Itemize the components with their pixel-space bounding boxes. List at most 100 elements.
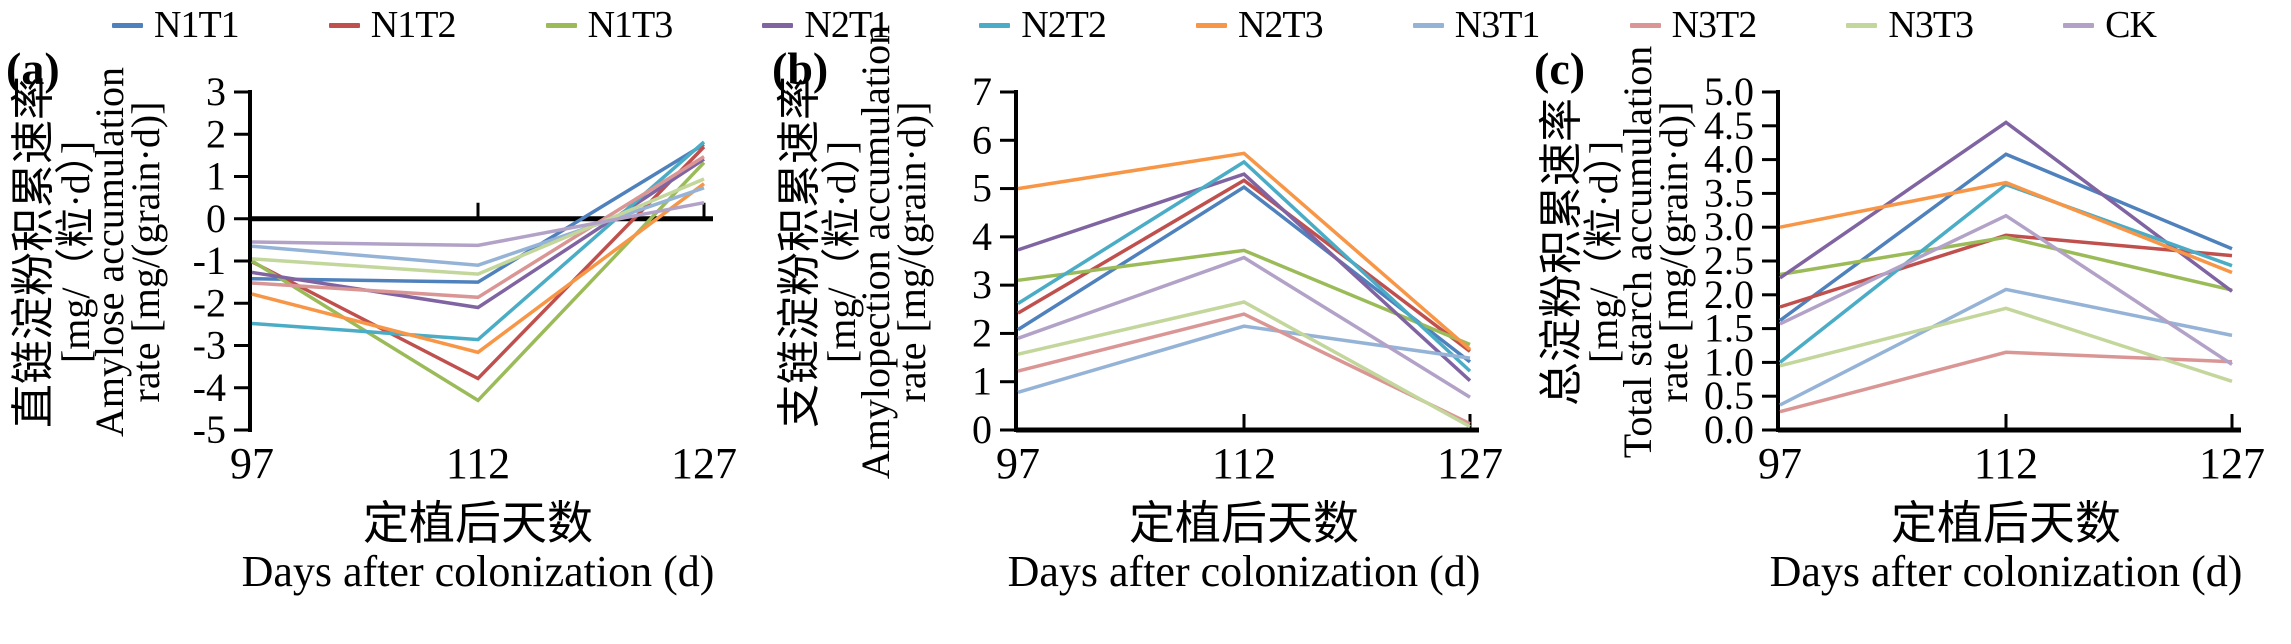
legend-label: N3T3 [1888,4,1974,46]
series-line-CK [1017,255,1471,399]
y-tick-label: 3 [206,69,226,114]
legend-item-N3T3: N3T3 [1846,4,1974,46]
series-line-N1T1 [251,142,705,284]
panel-letter: (c) [1534,43,1586,94]
legend-line-swatch [1846,22,1878,28]
legend-label: N2T2 [1021,4,1107,46]
series-line-N3T2 [1017,312,1471,426]
y-tick-label: 1.0 [1704,339,1754,384]
legend-line-swatch [2063,22,2095,28]
x-tick-label: 97 [230,439,274,488]
series-line-N2T2 [251,140,706,342]
legend-label: N2T1 [804,4,890,46]
x-tick-label: 127 [1437,439,1503,488]
y-tick-label: 0.0 [1704,407,1754,452]
legend-label: N1T3 [587,4,674,46]
series-line-N3T1 [1017,324,1471,394]
series-line-N3T1 [251,186,705,267]
y-tick-label: 5 [972,166,992,211]
y-tick-label: 1.5 [1704,306,1754,351]
legend-item-N2T1: N2T1 [762,4,890,46]
series-line-N1T1 [1778,152,2233,322]
x-axis-title-zh: 定植后天数 [1891,498,2121,549]
legend-line-swatch [762,22,794,28]
legend-label: N3T2 [1671,4,1758,46]
y-tick-label: -2 [193,280,226,325]
y-tick-label: 4.0 [1704,137,1754,182]
y-tick-label: 3 [972,262,992,307]
series-line-N2T3 [1779,180,2233,275]
y-tick-label: -5 [193,407,226,452]
panel-letter: (a) [6,43,60,94]
y-tick-label: 0.5 [1704,373,1754,418]
legend-line-swatch [1412,22,1444,28]
y-tick-label: 1 [206,154,226,199]
legend-line-swatch [1195,22,1227,28]
series-line-N3T3 [251,177,705,276]
x-tick-label: 112 [1974,439,2038,488]
legend-line-swatch [979,22,1011,28]
series-line-N3T3 [1017,300,1471,429]
y-tick-label: -1 [193,238,226,283]
y-tick-label: 5.0 [1704,69,1754,114]
y-tick-label: 4.5 [1704,103,1754,148]
y-tick-label: 2 [972,310,992,355]
series-line-N3T2 [251,155,705,300]
series-line-N1T2 [1779,233,2233,309]
series-line-N1T3 [1017,248,1471,347]
legend-label: N2T3 [1237,4,1324,46]
series-line-CK [251,200,705,248]
y-tick-label: 6 [972,117,992,162]
legend-line-swatch [1629,22,1661,28]
panel-b: (b) 支链淀粉积累速率 [mg/（粒·d）] Amylopection acc… [766,0,1529,644]
legend-line-swatch [545,22,577,28]
series-line-CK [1779,213,2233,366]
legend-item-N3T2: N3T2 [1629,4,1758,46]
series-line-N3T1 [1779,287,2233,407]
series-line-N2T3 [1017,151,1472,351]
x-axis-title-en: Days after colonization (d) [1769,547,2243,596]
legend-item-N1T2: N1T2 [328,6,456,44]
x-tick-label: 112 [1212,439,1276,488]
series-line-N2T3 [251,182,706,355]
legend-label: CK [2105,4,2157,46]
y-tick-label: 3.0 [1704,204,1754,249]
legend-item-N1T1: N1T1 [112,4,240,46]
legend-item-N1T3: N1T3 [545,4,674,46]
series-line-N1T2 [251,145,706,381]
series-line-N2T2 [1778,182,2233,364]
legend-label: N1T1 [154,4,240,46]
legend-label: N3T1 [1454,4,1541,46]
plot-area-c: 5.04.54.03.53.02.52.01.51.00.50.097 112 12… [1704,69,2265,488]
x-axis-title-en: Days after colonization (d) [1007,547,1481,596]
y-tick-label: 0 [206,196,226,241]
panel-letter: (b) [772,43,829,94]
series-line-N2T2 [1017,159,1472,373]
x-tick-label: 127 [2199,439,2265,488]
series-line-N2T1 [1779,120,2234,293]
y-tick-label: -3 [193,323,226,368]
panel-c: (c) 总淀粉积累速率 [mg/（粒·d）] Total starch accu… [1528,0,2291,644]
x-axis-title-zh: 定植后天数 [363,498,593,549]
y-tick-label: 1 [972,359,992,404]
y-tick-label: 0 [972,407,992,452]
legend-item-N3T1: N3T1 [1412,4,1541,46]
y-tick-label: 3.5 [1704,170,1754,215]
x-axis-title-en: Days after colonization (d) [241,547,715,596]
legend-item-N2T3: N2T3 [1195,4,1324,46]
y-tick-label: 4 [972,214,992,259]
legend-line-swatch [328,22,360,28]
y-tick-label: 2.0 [1704,272,1754,317]
legend-line-swatch [112,22,143,28]
series-line-N1T3 [1779,235,2233,292]
y-tick-label: 7 [972,69,992,114]
x-tick-label: 97 [996,439,1040,488]
legend: N1T1 N1T2 N1T3 N2T1 N2T2 N2T3 N3T1 N3T2 N3T3 CK [112,4,2157,46]
panel-a: (a) 直链淀粉积累速率 [mg/（粒·d）] Amylose accumula… [0,0,763,644]
y-tick-label: 2.5 [1704,238,1754,283]
legend-item-N2T2: N2T2 [979,4,1107,46]
y-tick-label: 2 [206,111,226,156]
y-tick-label: -4 [193,365,226,410]
